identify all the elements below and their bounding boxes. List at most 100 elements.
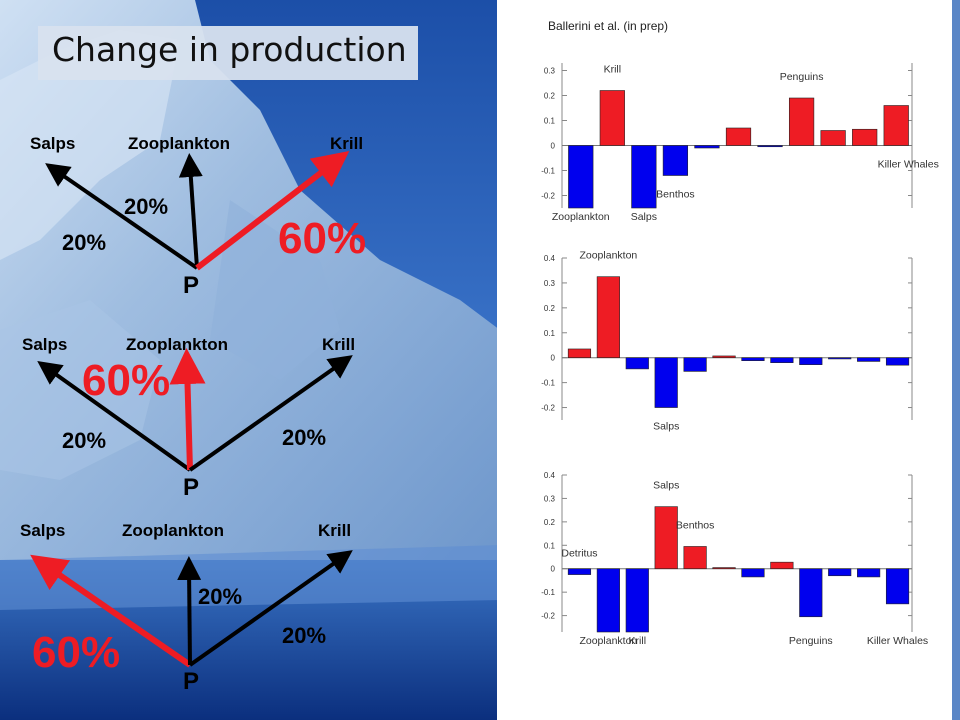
- scenario-2-zooplankton-arrow: [169, 348, 206, 471]
- chart-3-bar: [567, 568, 592, 575]
- chart-2-tick-label: 0.3: [544, 279, 556, 288]
- chart-3-bar: [683, 546, 707, 570]
- scenario-1-salps-percent: 20%: [62, 230, 107, 255]
- chart-3-bar: [828, 568, 852, 577]
- chart-2-tick-label: 0.1: [544, 329, 556, 338]
- scenario-3-krill-arrow: [188, 550, 353, 667]
- chart-2-tick-label: -0.1: [541, 379, 555, 388]
- scenario-1-krill-percent: 60%: [278, 214, 367, 263]
- chart-3-annotation: Detritus: [561, 548, 597, 560]
- chart-3-bar: [799, 568, 823, 618]
- scenario-2-origin: P: [183, 474, 200, 501]
- chart-1-annotation: Salps: [631, 211, 657, 223]
- chart-1-bar: [757, 145, 783, 148]
- scenario-1-salps-label: Salps: [30, 134, 76, 153]
- scenario-1-salps-arrow: [45, 163, 199, 270]
- chart-2-bar: [857, 357, 881, 362]
- chart-1-annotation: Zooplankton: [552, 211, 610, 223]
- chart-3-bar: [770, 561, 794, 570]
- chart-2-tick-label: -0.2: [541, 404, 555, 413]
- scenario-2-krill-percent: 20%: [282, 425, 327, 450]
- scenario-1-zooplankton-arrow: [178, 153, 203, 269]
- chart-2: -0.2 -0.1 0 0.1 0.2 0.3 0.4 Zooplankton Salps: [541, 250, 913, 433]
- scenario-3-salps-label: Salps: [20, 521, 66, 540]
- chart-3-tick-label: 0: [551, 565, 556, 574]
- scenario-3-krill-percent: 20%: [282, 623, 327, 648]
- chart-1-bar: [852, 128, 878, 146]
- scenario-1-krill-arrow: [195, 151, 350, 271]
- scenario-3-salps-percent: 60%: [32, 628, 121, 677]
- scenario-2-salps-label: Salps: [22, 335, 68, 354]
- chart-1-annotation: Benthos: [656, 189, 695, 201]
- chart-1-tick-label: 0.3: [544, 67, 556, 76]
- chart-3-annotation: Killer Whales: [867, 635, 928, 647]
- chart-1-bar: [599, 90, 625, 146]
- chart-3-bar: [654, 506, 678, 570]
- arrow-diagrams: [30, 151, 353, 668]
- chart-2-tick-label: 0: [551, 354, 556, 363]
- chart-2-bar: [712, 355, 736, 358]
- chart-3-annotation: Zooplankton: [579, 635, 637, 647]
- chart-1-tick-label: 0.2: [544, 92, 556, 101]
- chart-3-annotation: Krill: [629, 635, 647, 647]
- chart-2-bar: [625, 357, 649, 370]
- scenario-1-origin: P: [183, 272, 200, 299]
- chart-3-bar: [712, 567, 736, 570]
- chart-1-tick-label: 0: [551, 142, 556, 151]
- chart-2-bar: [799, 357, 823, 365]
- scenario-3-krill-label: Krill: [318, 521, 352, 540]
- chart-1-tick-label: -0.1: [541, 167, 555, 176]
- chart-1-bar: [820, 130, 846, 146]
- chart-1-bar: [694, 145, 720, 149]
- chart-3-annotation: Penguins: [789, 635, 833, 647]
- chart-1-bar: [725, 127, 752, 146]
- chart-1-bar: [883, 105, 909, 146]
- scenario-2-salps-arrow: [37, 361, 192, 472]
- chart-1-tick-label: -0.2: [541, 192, 555, 201]
- chart-3-bar: [857, 568, 881, 578]
- chart-3-bar: [741, 568, 765, 578]
- scenario-3-origin: P: [183, 668, 200, 695]
- chart-3-bar: [596, 568, 620, 633]
- title-box: [38, 26, 418, 80]
- chart-2-bar: [596, 276, 620, 358]
- chart-3-tick-label: 0.4: [544, 471, 556, 480]
- chart-3-tick-label: 0.1: [544, 541, 556, 550]
- scenario-2-krill-label: Krill: [322, 335, 356, 354]
- citation: Ballerini et al. (in prep): [548, 19, 669, 33]
- scenario-2-zooplankton-label: Zooplankton: [126, 335, 228, 354]
- chart-1-tick-label: 0.1: [544, 117, 556, 126]
- scenario-3-zooplankton-label: Zooplankton: [122, 521, 224, 540]
- scenario-3-zooplankton-percent: 20%: [198, 584, 243, 609]
- scenario-3-salps-arrow: [30, 554, 192, 668]
- chart-3-bar: [625, 568, 649, 633]
- chart-2-annotation: Salps: [653, 421, 679, 433]
- chart-1-annotation: Killer Whales: [878, 159, 939, 171]
- scenario-2-salps-percent: 20%: [62, 428, 107, 453]
- chart-2-bar: [683, 357, 707, 372]
- chart-3: -0.2 -0.1 0 0.1 0.2 0.3 0.4 Salps Benthos Detritu…: [541, 471, 928, 647]
- chart-3-annotation: Benthos: [676, 519, 715, 531]
- scenario-1-zooplankton-label: Zooplankton: [128, 134, 230, 153]
- chart-1: -0.2 -0.1 0 0.1 0.2 0.3 Krill Penguins Killer Wh…: [541, 63, 939, 223]
- scenario-2-zooplankton-percent: 60%: [82, 356, 171, 405]
- chart-3-tick-label: -0.1: [541, 588, 555, 597]
- scenario-1-zooplankton-percent: 20%: [124, 194, 169, 219]
- bar-charts: -0.2 -0.1 0 0.1 0.2 0.3 Krill Penguins Killer Wh…: [541, 63, 939, 647]
- chart-1-annotation: Krill: [604, 64, 622, 76]
- chart-2-bar: [885, 357, 910, 366]
- scenario-2-krill-arrow: [188, 355, 353, 472]
- slide-title: Change in production: [52, 30, 407, 69]
- chart-2-bar: [770, 357, 794, 363]
- scenario-1-krill-label: Krill: [330, 134, 364, 153]
- chart-2-bar: [828, 357, 852, 360]
- chart-2-bar: [654, 357, 678, 408]
- chart-2-annotation: Zooplankton: [579, 250, 637, 262]
- chart-1-bar: [788, 97, 815, 146]
- chart-1-annotation: Penguins: [780, 71, 824, 83]
- scenario-3-zooplankton-arrow: [177, 556, 202, 666]
- chart-3-tick-label: -0.2: [541, 612, 555, 621]
- chart-3-annotation: Salps: [653, 480, 679, 492]
- chart-3-tick-label: 0.3: [544, 494, 556, 503]
- chart-1-bar: [662, 145, 689, 176]
